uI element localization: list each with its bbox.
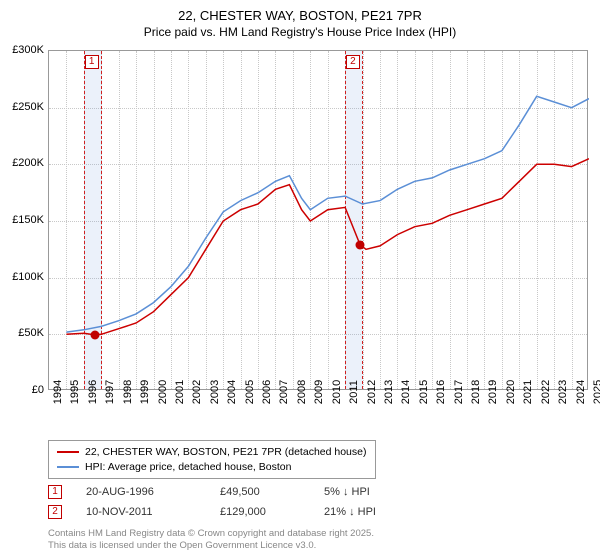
sale-badge-icon: 2	[346, 55, 360, 69]
x-axis-label: 2016	[435, 380, 447, 404]
legend-item: 22, CHESTER WAY, BOSTON, PE21 7PR (detac…	[57, 445, 367, 460]
footer-line: This data is licensed under the Open Gov…	[48, 540, 374, 552]
x-axis-label: 2021	[522, 380, 534, 404]
sale-marker	[90, 330, 99, 339]
x-axis-label: 2002	[191, 380, 203, 404]
x-axis-label: 2015	[418, 380, 430, 404]
series-lines	[49, 51, 589, 391]
x-axis-label: 2018	[470, 380, 482, 404]
legend-label: 22, CHESTER WAY, BOSTON, PE21 7PR (detac…	[85, 445, 367, 460]
x-axis-label: 2020	[505, 380, 517, 404]
chart-container: 22, CHESTER WAY, BOSTON, PE21 7PR Price …	[0, 0, 600, 560]
legend-label: HPI: Average price, detached house, Bost…	[85, 460, 291, 475]
x-axis-label: 2025	[592, 380, 600, 404]
sale-date: 20-AUG-1996	[86, 486, 196, 498]
chart-area: 12 £0£50K£100K£150K£200K£250K£300K 19941…	[48, 50, 588, 410]
x-axis-label: 2006	[261, 380, 273, 404]
y-axis-label: £50K	[18, 327, 44, 339]
legend-swatch	[57, 451, 79, 453]
table-row: 1 20-AUG-1996 £49,500 5% ↓ HPI	[48, 482, 424, 502]
legend-swatch	[57, 466, 79, 468]
y-axis-label: £300K	[12, 44, 44, 56]
sale-price: £49,500	[220, 486, 300, 498]
y-axis-label: £0	[32, 384, 44, 396]
footer-attribution: Contains HM Land Registry data © Crown c…	[48, 528, 374, 553]
x-axis-label: 2008	[296, 380, 308, 404]
x-axis-label: 2004	[226, 380, 238, 404]
legend-item: HPI: Average price, detached house, Bost…	[57, 460, 367, 475]
x-axis-label: 2000	[157, 380, 169, 404]
plot-region: 12	[48, 50, 588, 390]
y-axis-label: £100K	[12, 271, 44, 283]
sale-marker	[356, 240, 365, 249]
x-axis-label: 2003	[209, 380, 221, 404]
sales-table: 1 20-AUG-1996 £49,500 5% ↓ HPI 2 10-NOV-…	[48, 482, 424, 522]
x-axis-label: 1999	[139, 380, 151, 404]
legend: 22, CHESTER WAY, BOSTON, PE21 7PR (detac…	[48, 440, 376, 479]
sale-price: £129,000	[220, 506, 300, 518]
x-axis-label: 2024	[575, 380, 587, 404]
x-axis-label: 2014	[400, 380, 412, 404]
x-axis-label: 2005	[244, 380, 256, 404]
x-axis-label: 2013	[383, 380, 395, 404]
chart-subtitle: Price paid vs. HM Land Registry's House …	[0, 23, 600, 39]
y-axis-label: £250K	[12, 101, 44, 113]
footer-line: Contains HM Land Registry data © Crown c…	[48, 528, 374, 540]
x-axis-label: 1994	[52, 380, 64, 404]
sale-date: 10-NOV-2011	[86, 506, 196, 518]
x-axis-label: 2017	[453, 380, 465, 404]
x-axis-label: 2011	[348, 380, 360, 404]
x-axis-label: 1997	[104, 380, 116, 404]
sale-pct: 21% ↓ HPI	[324, 506, 424, 518]
x-axis-label: 2019	[487, 380, 499, 404]
sale-pct: 5% ↓ HPI	[324, 486, 424, 498]
x-axis-label: 1998	[122, 380, 134, 404]
x-axis-label: 1996	[87, 380, 99, 404]
x-axis-label: 2010	[331, 380, 343, 404]
x-axis-label: 1995	[69, 380, 81, 404]
x-axis-label: 2022	[540, 380, 552, 404]
x-axis-label: 2007	[278, 380, 290, 404]
y-axis-label: £150K	[12, 214, 44, 226]
x-axis-label: 2012	[366, 380, 378, 404]
series-hpi	[66, 96, 589, 332]
sale-badge-icon: 2	[48, 505, 62, 519]
sale-badge-icon: 1	[85, 55, 99, 69]
chart-title: 22, CHESTER WAY, BOSTON, PE21 7PR	[0, 0, 600, 23]
sale-badge-icon: 1	[48, 485, 62, 499]
table-row: 2 10-NOV-2011 £129,000 21% ↓ HPI	[48, 502, 424, 522]
x-axis-label: 2023	[557, 380, 569, 404]
x-axis-label: 2009	[313, 380, 325, 404]
x-axis-label: 2001	[174, 380, 186, 404]
y-axis-label: £200K	[12, 157, 44, 169]
